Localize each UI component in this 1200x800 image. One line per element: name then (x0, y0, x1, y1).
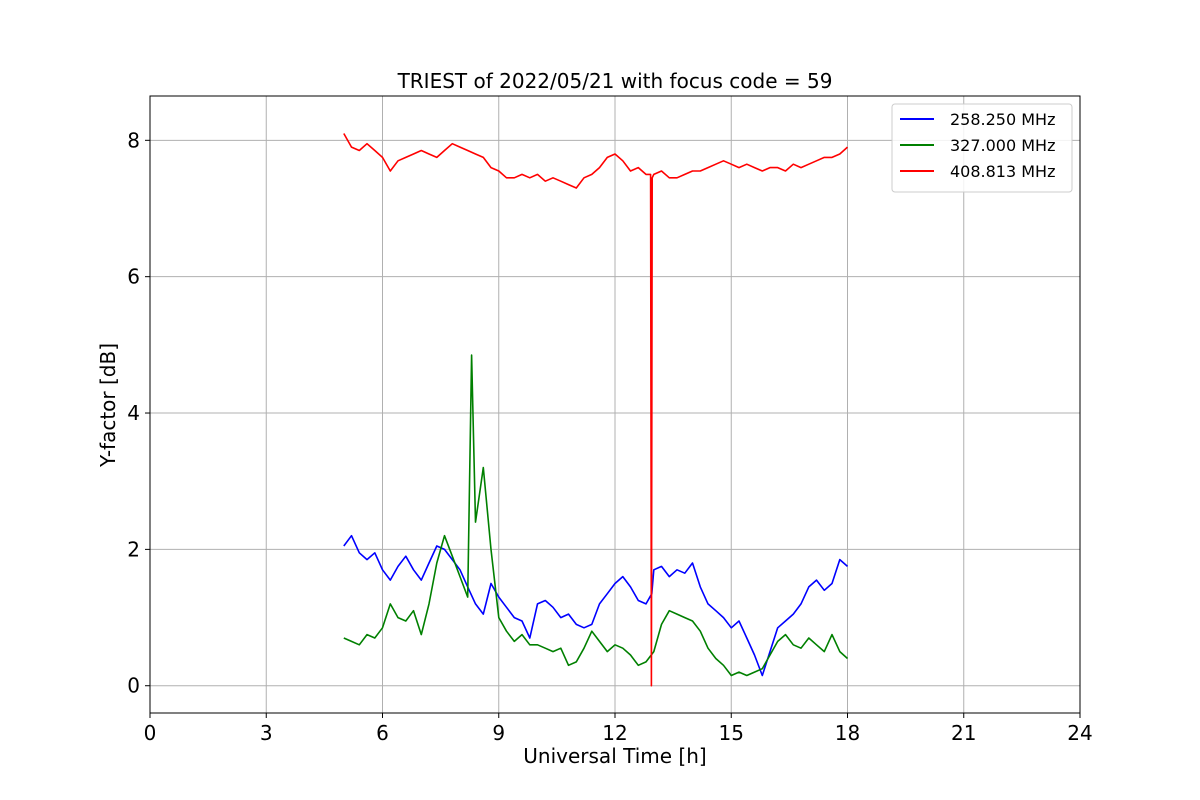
legend-label: 327.000 MHz (950, 136, 1055, 155)
y-tick-label: 2 (127, 537, 140, 561)
x-tick-label: 24 (1067, 721, 1092, 745)
legend: 258.250 MHz 327.000 MHz 408.813 MHz (891, 103, 1073, 193)
series-line-2 (343, 354, 849, 677)
series-layer (343, 133, 849, 687)
legend-label: 408.813 MHz (950, 162, 1055, 181)
x-tick-label: 6 (376, 721, 389, 745)
x-tick-label: 12 (602, 721, 627, 745)
series-line-3 (343, 133, 849, 687)
x-axis-label: Universal Time [h] (523, 744, 706, 768)
y-tick-label: 4 (127, 401, 140, 425)
x-tick-label: 18 (835, 721, 860, 745)
x-tick-label: 21 (951, 721, 976, 745)
x-tick-label: 15 (719, 721, 744, 745)
y-tick-label: 6 (127, 265, 140, 289)
legend-box (891, 103, 1073, 193)
x-tick-label: 0 (144, 721, 157, 745)
y-tick-label: 0 (127, 674, 140, 698)
series-line-1 (343, 534, 849, 677)
y-tick-label: 8 (127, 128, 140, 152)
chart-title: TRIEST of 2022/05/21 with focus code = 5… (397, 69, 833, 93)
legend-label: 258.250 MHz (950, 110, 1055, 129)
y-axis-label: Y-factor [dB] (96, 343, 120, 468)
x-tick-label: 3 (260, 721, 273, 745)
x-tick-label: 9 (492, 721, 505, 745)
